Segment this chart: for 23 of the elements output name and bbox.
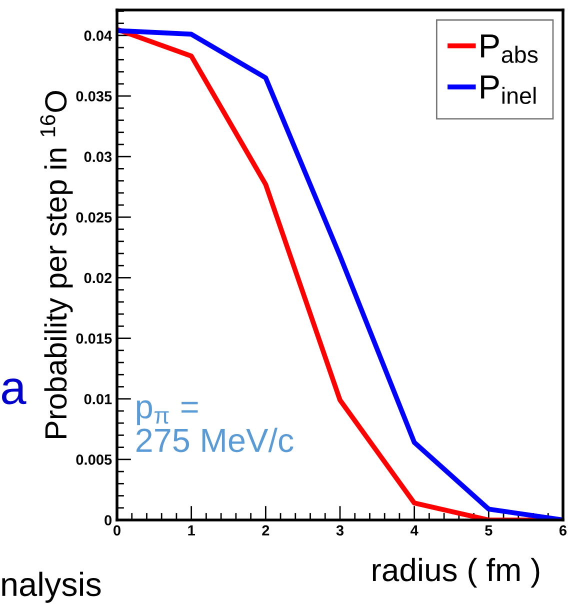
y-tick-label: 0.035 [76,91,112,102]
text: nalysis [2,572,101,603]
x-tick-label: 3 [336,525,344,536]
y-tick-label: 0.01 [84,394,112,404]
y-tick-label: 0.025 [76,212,112,223]
y-tick-label: 0.03 [84,152,112,162]
y-tick-label: 0.005 [76,454,112,465]
x-tick-label: 0 [114,525,120,536]
y-axis-title: Probability per step in $^{16}$O [40,91,73,438]
annotation: p$_{π}$ = 275 MeV/c [136,400,294,452]
x-axis-title: radius ( fm ) [372,558,540,588]
y-tick-label: 0 [104,515,112,526]
y-tick-label: 0.04 [84,30,112,41]
x-tick-label: 4 [410,525,418,536]
x-tick-label: 1 [188,525,195,536]
x-tick-label: 6 [559,525,567,536]
legend-label: P$_{abs}$ [481,34,538,63]
text: a [2,378,26,404]
legend-label: P$_{inel}$ [481,76,536,104]
x-tick-label: 2 [262,525,270,536]
y-tick-label: 0.015 [76,333,112,344]
x-tick-label: 5 [485,525,492,536]
y-tick-label: 0.02 [84,272,112,284]
